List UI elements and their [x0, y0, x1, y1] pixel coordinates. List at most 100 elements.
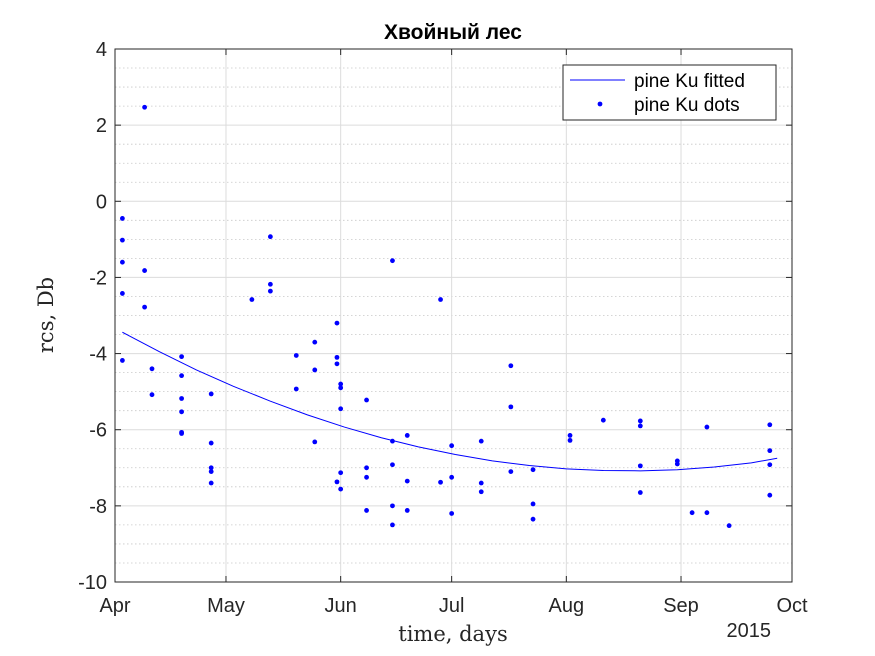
data-point [567, 437, 573, 443]
data-point [438, 479, 443, 485]
data-point [530, 516, 536, 522]
data-point [637, 463, 643, 469]
data-point [674, 461, 680, 467]
data-point [249, 297, 255, 302]
data-point [600, 417, 606, 423]
data-point [390, 522, 395, 528]
x-tick-label: Sep [663, 595, 699, 617]
data-point [767, 422, 773, 428]
data-point [438, 297, 443, 302]
data-point [404, 478, 410, 484]
y-tick-labels: 4 2 0 -2 -4 -6 -8 -10 [78, 39, 107, 594]
data-point [404, 508, 410, 513]
legend-label-dots: pine Ku dots [634, 95, 740, 116]
data-point [338, 385, 344, 391]
data-point [390, 438, 395, 444]
y-tick-label: -6 [89, 420, 107, 442]
data-point [208, 469, 214, 474]
data-point [293, 386, 299, 392]
y-tick-label: -10 [78, 572, 107, 594]
legend-label-fitted: pine Ku fitted [634, 71, 745, 92]
data-point [208, 480, 214, 486]
data-point [179, 409, 184, 415]
fitted-curve [122, 331, 778, 472]
y-tick-label: 0 [96, 191, 107, 213]
data-point [390, 503, 395, 509]
y-tick-label: -4 [89, 344, 107, 366]
x-tick-label: Jun [325, 595, 357, 617]
axis-ticks [114, 48, 793, 583]
data-point [449, 474, 455, 480]
data-point [312, 439, 318, 445]
x-tick-label: May [207, 595, 245, 617]
data-point [120, 259, 125, 265]
data-point [293, 353, 299, 358]
data-point [208, 440, 214, 446]
data-point [120, 216, 125, 221]
data-point [726, 523, 732, 529]
data-point [390, 258, 395, 264]
x-tick-label: Oct [776, 595, 808, 617]
plot-area [115, 49, 792, 582]
data-point [149, 392, 155, 398]
data-point [704, 510, 710, 516]
data-point [334, 320, 340, 326]
data-point [478, 480, 484, 486]
data-point [637, 418, 643, 424]
data-point [267, 281, 273, 287]
y-tick-label: 2 [96, 115, 107, 137]
y-tick-label: -8 [89, 496, 107, 518]
y-tick-label: 4 [96, 39, 107, 61]
data-point [704, 424, 710, 430]
data-point [149, 366, 155, 372]
minor-grid [115, 67, 792, 564]
data-point [508, 363, 514, 369]
data-point [364, 397, 369, 403]
y-axis-label: rcs, Db [34, 277, 58, 353]
x-tick-label: Apr [99, 595, 130, 617]
major-grid [115, 49, 792, 582]
data-point [267, 234, 273, 240]
y-tick-label: -2 [89, 267, 107, 289]
data-point [267, 288, 273, 294]
data-point [338, 486, 344, 492]
data-point [508, 404, 514, 410]
data-point [334, 479, 340, 485]
legend-box [562, 64, 777, 121]
x-axis-label: time, days [398, 622, 507, 646]
x-tick-label: Aug [549, 595, 585, 617]
data-point [142, 304, 148, 310]
data-point [120, 237, 125, 243]
data-point [364, 465, 369, 471]
data-point [530, 467, 536, 473]
data-point [338, 470, 344, 476]
x-axis-year-label: 2015 [727, 620, 772, 642]
data-point [179, 373, 184, 379]
data-point [364, 474, 369, 480]
data-point [120, 358, 125, 363]
data-point [334, 354, 340, 360]
data-point [338, 406, 344, 412]
data-point [637, 490, 643, 495]
data-point [478, 438, 484, 444]
data-point [637, 423, 643, 429]
x-tick-labels: Apr May Jun Jul Aug Sep Oct [99, 595, 808, 617]
data-point [404, 433, 410, 438]
legend-dot-swatch [597, 101, 603, 107]
data-point [312, 367, 318, 373]
data-point [530, 501, 536, 507]
data-point [478, 489, 484, 495]
data-point [689, 510, 695, 516]
data-point [449, 443, 455, 449]
data-point [179, 396, 184, 401]
data-point [338, 381, 344, 387]
data-point [508, 469, 514, 474]
data-point [390, 462, 395, 468]
data-point [567, 433, 573, 438]
data-point [767, 492, 773, 498]
data-point [179, 431, 184, 436]
series-layer [120, 104, 778, 529]
data-point [179, 354, 184, 360]
data-point [142, 104, 148, 110]
